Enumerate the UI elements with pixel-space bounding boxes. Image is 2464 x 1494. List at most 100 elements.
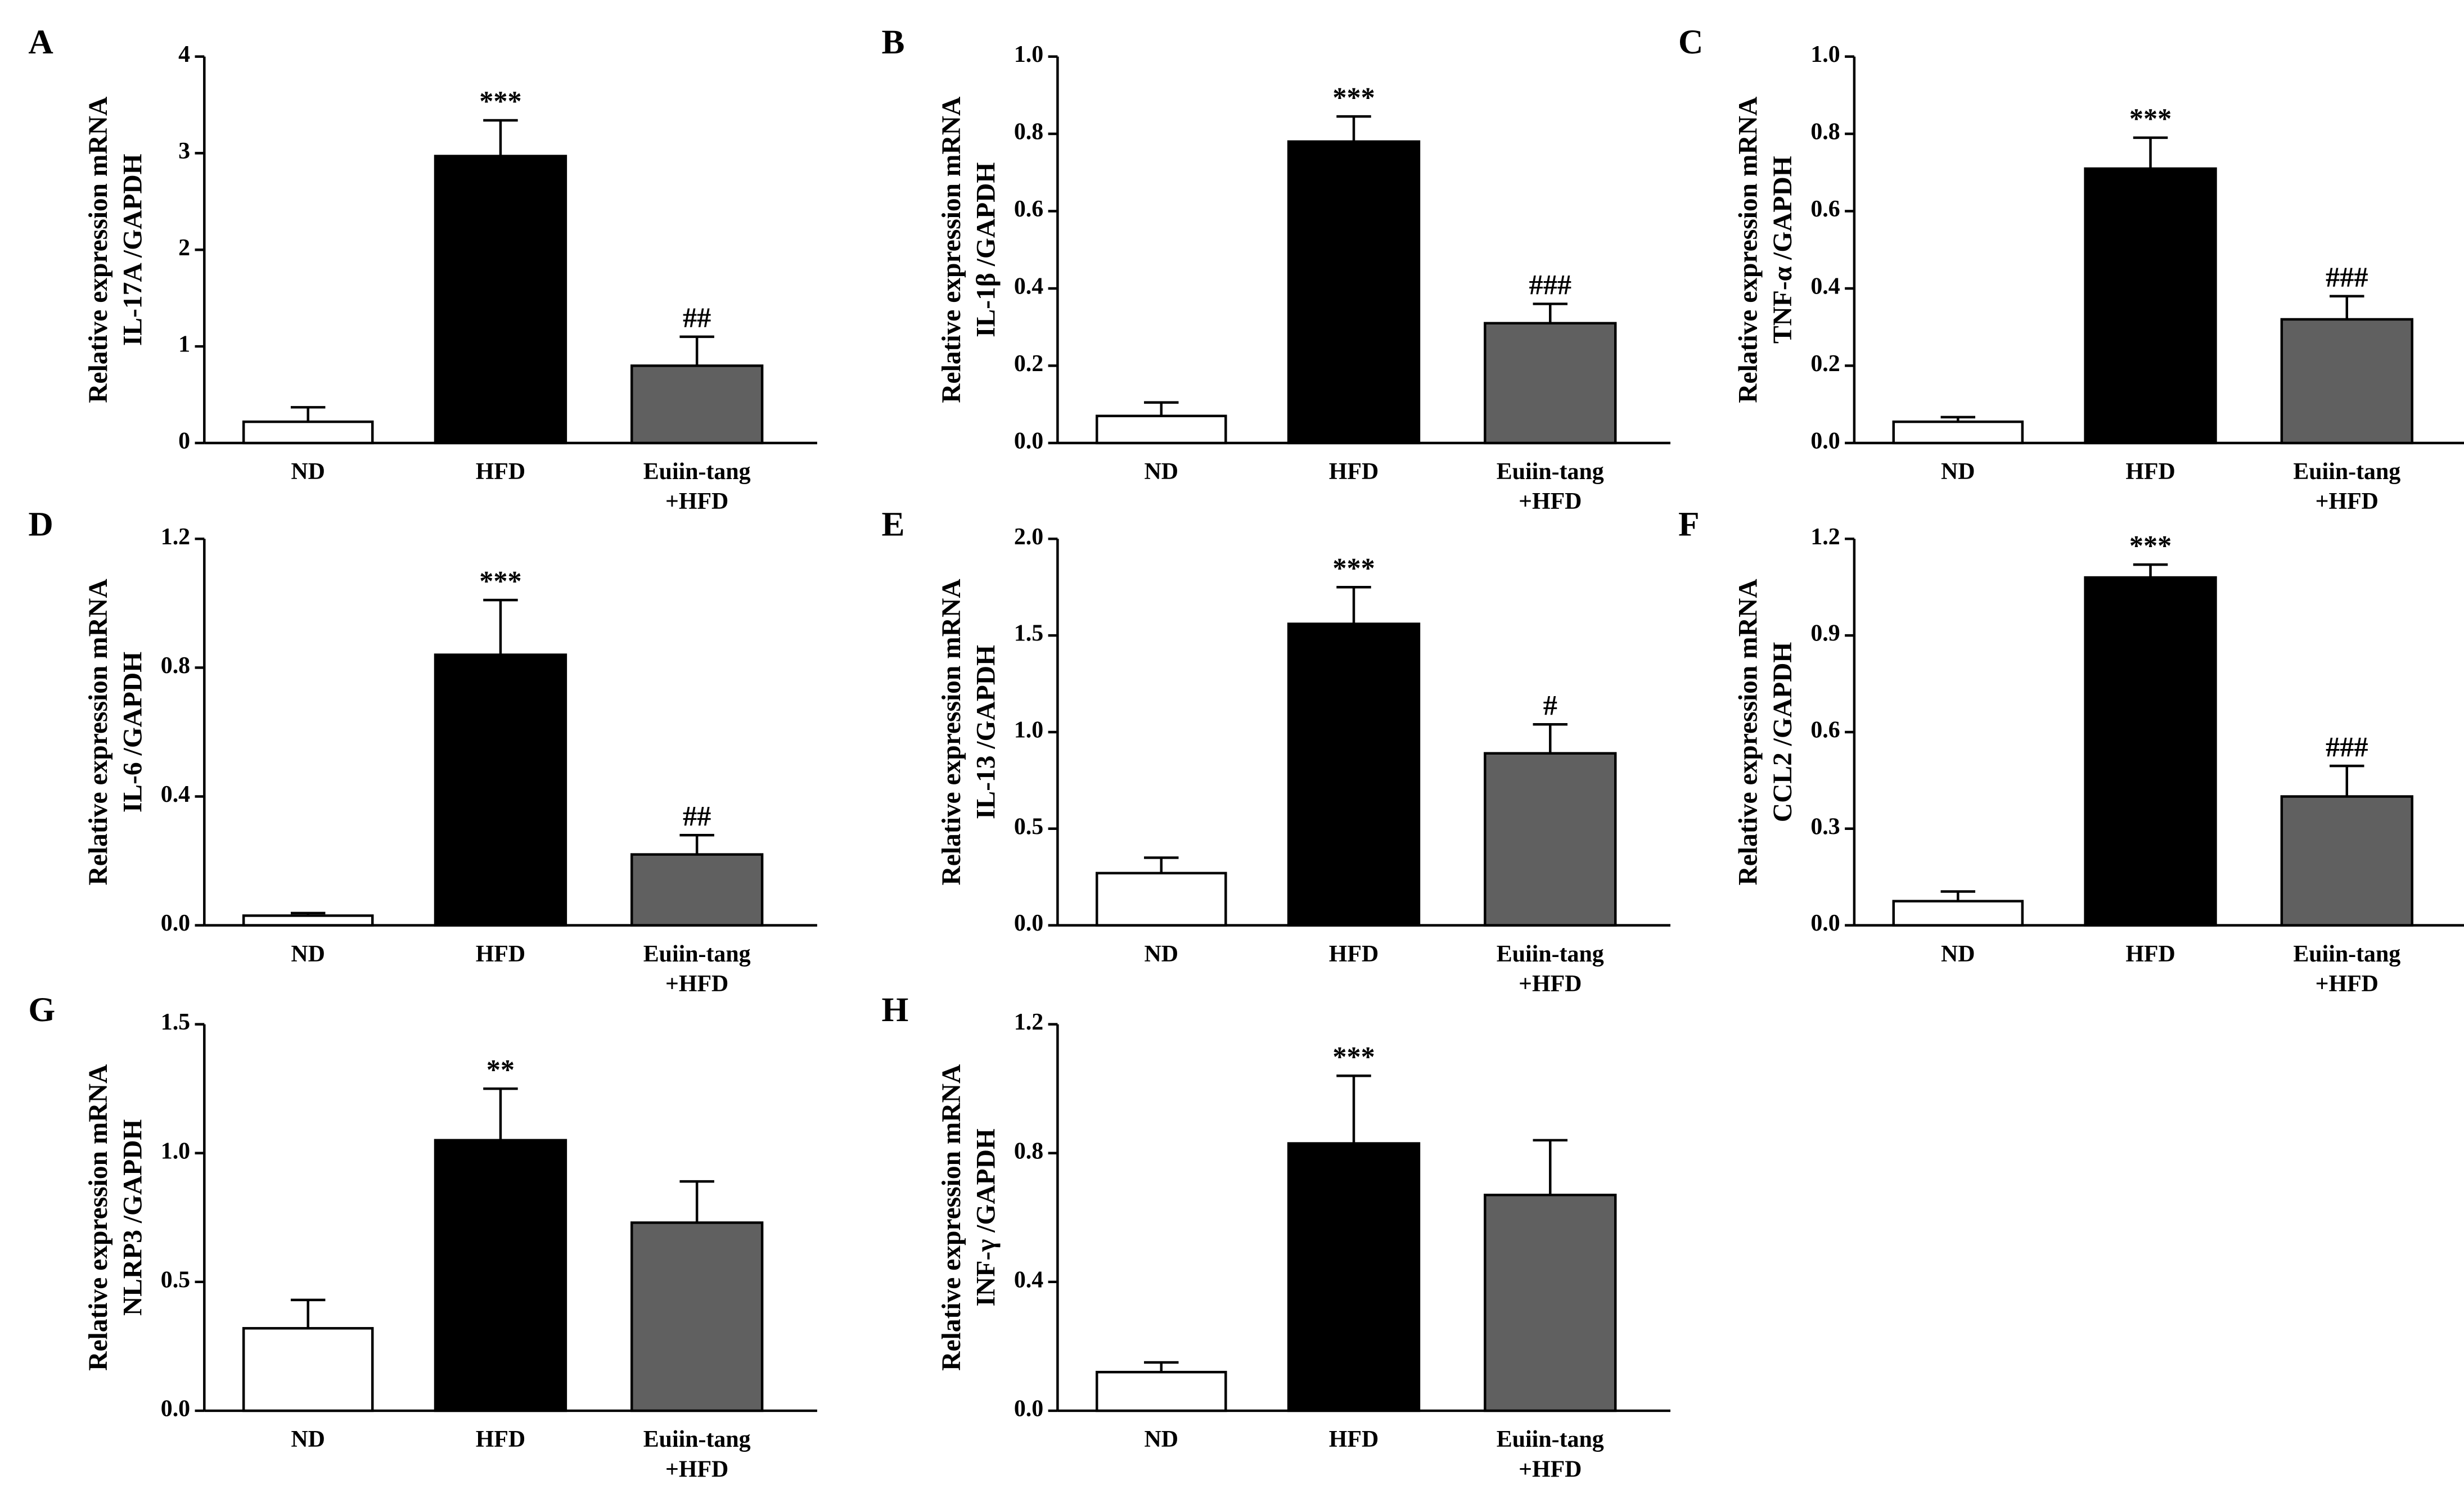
bar — [1287, 140, 1421, 445]
x-tick-label: HFD — [1329, 1427, 1379, 1452]
y-tick-label: 1.2 — [1810, 524, 1840, 550]
panel: F Relative expression mRNA CCL2 /GAPDH 0.0 0… — [1678, 505, 2464, 997]
y-tick-label: 0.0 — [1810, 910, 1840, 936]
x-tick-label: ND — [291, 941, 325, 967]
x-tick-label: Euiin-tang — [643, 459, 751, 485]
y-tick-label: 1 — [178, 332, 190, 358]
x-tick-label: ND — [291, 1427, 325, 1452]
x-tick-label: ND — [1941, 941, 1975, 967]
y-axis-label: Relative expression mRNA — [84, 97, 113, 403]
y-tick-label: 1.2 — [161, 524, 190, 550]
significance-label: ### — [2326, 261, 2368, 293]
panel: B Relative expression mRNA IL-1β /GAPDH 0.0… — [881, 23, 1670, 514]
x-tick-label: Euiin-tang — [1497, 941, 1604, 967]
y-tick-label: 0.0 — [161, 910, 190, 936]
y-tick-label: 2 — [178, 235, 190, 261]
y-tick-label: 0.2 — [1014, 351, 1043, 377]
y-tick-label: 0.8 — [1810, 119, 1840, 145]
y-tick-label: 0.8 — [161, 653, 190, 679]
y-tick-label: 0.9 — [1810, 621, 1840, 647]
x-tick-label: HFD — [2125, 941, 2175, 967]
panel-letter: A — [28, 23, 53, 61]
y-tick-label: 0.4 — [1014, 274, 1043, 300]
significance-label: ## — [683, 302, 711, 333]
bar — [1095, 414, 1227, 445]
y-tick-label: 2.0 — [1014, 524, 1043, 550]
y-axis-label: INF-γ /GAPDH — [972, 1129, 1001, 1306]
y-tick-label: 0.4 — [1014, 1267, 1043, 1293]
x-tick-label: +HFD — [2316, 971, 2379, 997]
panel-letter: G — [28, 991, 55, 1029]
bar — [2280, 795, 2413, 927]
y-tick-label: 0.5 — [161, 1267, 190, 1293]
y-tick-label: 4 — [178, 42, 190, 67]
bar — [630, 853, 764, 927]
y-axis-label: TNF-α /GAPDH — [1768, 156, 1798, 344]
x-tick-label: Euiin-tang — [2293, 941, 2400, 967]
x-tick-label: ND — [1145, 459, 1179, 485]
x-tick-label: Euiin-tang — [2293, 459, 2400, 485]
significance-label: # — [1543, 689, 1557, 721]
y-tick-label: 0.0 — [1810, 428, 1840, 454]
panel: G Relative expression mRNA NLRP3 /GAPDH 0.0… — [28, 991, 817, 1482]
panel: E Relative expression mRNA IL-13 /GAPDH 0.0… — [881, 505, 1670, 997]
y-tick-label: 3 — [178, 138, 190, 164]
bar — [242, 914, 374, 927]
x-tick-label: HFD — [476, 1427, 525, 1452]
y-tick-label: 0.4 — [161, 782, 190, 807]
y-axis-label: IL-1β /GAPDH — [972, 163, 1001, 337]
x-tick-label: HFD — [476, 941, 525, 967]
bar — [2280, 318, 2413, 445]
y-tick-label: 0.0 — [161, 1396, 190, 1422]
bar — [2084, 576, 2217, 927]
x-tick-label: +HFD — [665, 1456, 728, 1482]
y-axis-label: Relative expression mRNA — [84, 1064, 113, 1371]
bar — [630, 1221, 764, 1412]
x-tick-label: +HFD — [1519, 1456, 1582, 1482]
y-tick-label: 0.3 — [1810, 814, 1840, 839]
bar — [434, 653, 567, 927]
significance-label: *** — [2129, 530, 2172, 561]
bar — [1095, 872, 1227, 927]
bar — [630, 364, 764, 445]
panel: D Relative expression mRNA IL-6 /GAPDH 0.0 0… — [28, 505, 817, 997]
y-tick-label: 1.2 — [1014, 1009, 1043, 1035]
y-axis-label: Relative expression mRNA — [84, 579, 113, 885]
x-tick-label: +HFD — [2316, 489, 2379, 514]
y-tick-label: 0.2 — [1810, 351, 1840, 377]
x-tick-label: Euiin-tang — [1497, 459, 1604, 485]
bar — [1484, 1193, 1617, 1412]
y-tick-label: 0.4 — [1810, 274, 1840, 300]
panel-letter: F — [1678, 505, 1700, 544]
y-tick-label: 1.0 — [161, 1138, 190, 1164]
significance-label: *** — [1332, 552, 1375, 584]
bar — [1892, 420, 2024, 445]
x-tick-label: +HFD — [665, 489, 728, 514]
bar — [434, 155, 567, 445]
x-tick-label: HFD — [1329, 459, 1379, 485]
bar — [2084, 167, 2217, 445]
y-axis-label: NLRP3 /GAPDH — [119, 1119, 148, 1316]
panel: C Relative expression mRNA TNF-α /GAPDH 0.0… — [1678, 23, 2464, 514]
x-tick-label: ND — [1145, 1427, 1179, 1452]
panel-letter: H — [881, 991, 908, 1029]
y-tick-label: 1.5 — [1014, 621, 1043, 647]
significance-label: *** — [1332, 82, 1375, 113]
y-tick-label: 0.0 — [1014, 910, 1043, 936]
panel: H Relative expression mRNA INF-γ /GAPDH 0.0… — [881, 991, 1670, 1482]
significance-label: *** — [2129, 103, 2172, 134]
y-tick-label: 1.0 — [1014, 717, 1043, 743]
x-tick-label: HFD — [476, 459, 525, 485]
y-axis-label: IL-13 /GAPDH — [972, 645, 1001, 819]
y-tick-label: 0.0 — [1014, 428, 1043, 454]
bar — [1095, 1370, 1227, 1412]
significance-label: *** — [1332, 1041, 1375, 1073]
x-tick-label: +HFD — [665, 971, 728, 997]
y-tick-label: 0.6 — [1014, 196, 1043, 222]
significance-label: ** — [487, 1054, 515, 1085]
y-tick-label: 0.6 — [1810, 717, 1840, 743]
bar — [242, 420, 374, 445]
bar — [1287, 1142, 1421, 1412]
y-tick-label: 0 — [178, 428, 190, 454]
